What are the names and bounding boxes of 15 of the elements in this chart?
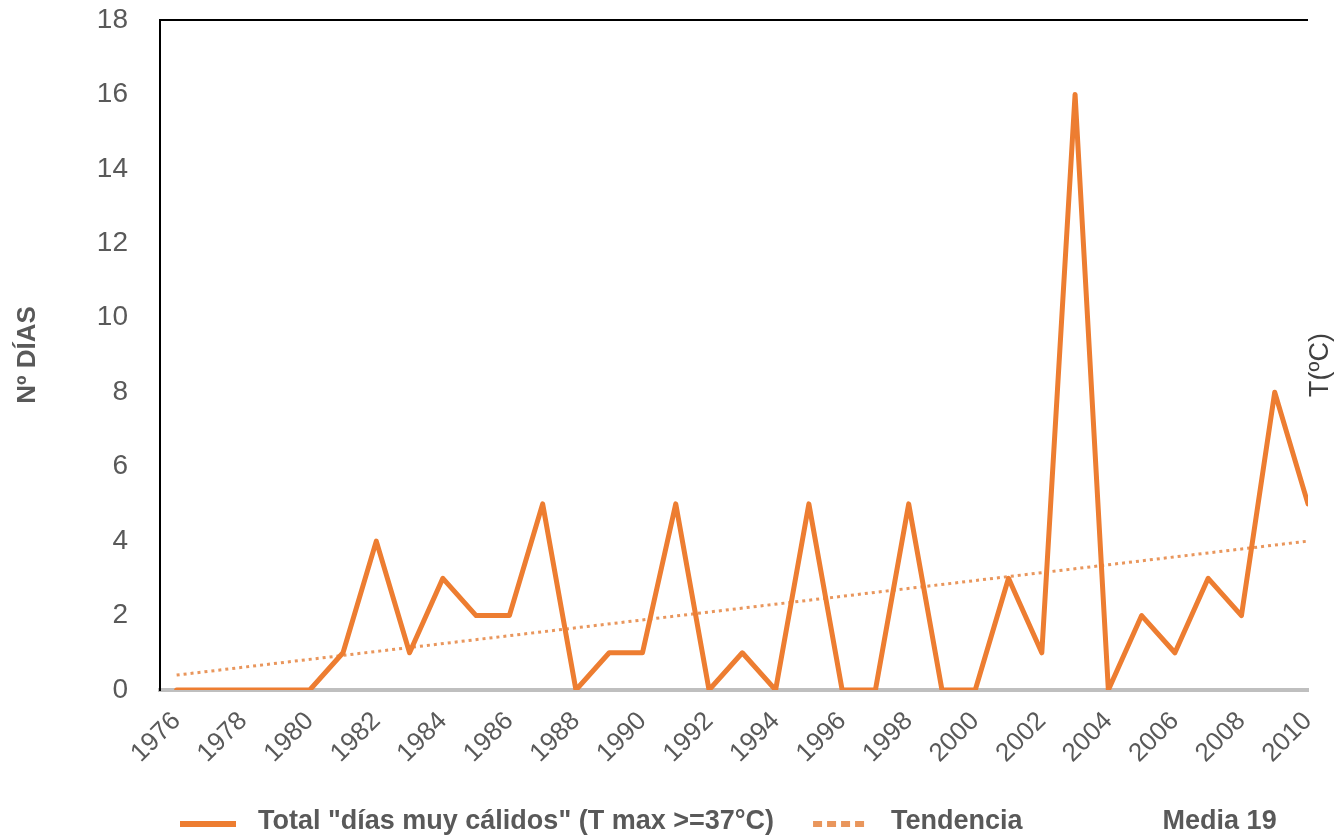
y-tick-label: 10 <box>96 300 128 332</box>
y-tick-label: 6 <box>112 449 128 481</box>
y-tick-label: 4 <box>112 523 128 555</box>
y-tick-label: 14 <box>96 151 128 183</box>
y-axis-title: Nº DÍAS <box>10 306 41 404</box>
legend-label: Tendencia <box>891 805 1024 836</box>
y-tick-label: 8 <box>112 374 128 406</box>
y2-axis-title: T(ºC) <box>1304 333 1335 397</box>
y-tick-label: 0 <box>112 672 128 704</box>
y-tick-label: 16 <box>96 77 128 109</box>
y-tick-label: 18 <box>96 2 128 34</box>
legend-label: Total "días muy cálidos" (T max >=37°C) <box>258 805 775 836</box>
y-tick-label: 2 <box>112 598 128 630</box>
text: Media 19 <box>1162 805 1277 836</box>
y-tick-label: 12 <box>96 226 128 258</box>
